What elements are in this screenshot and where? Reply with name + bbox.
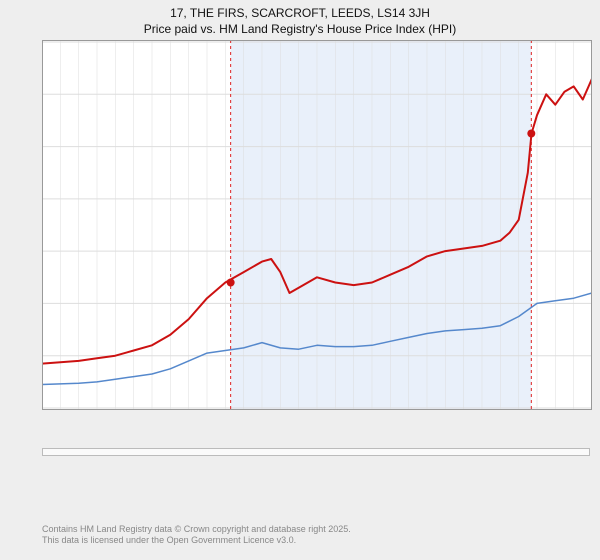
chart-frame: 17, THE FIRS, SCARCROFT, LEEDS, LS14 3JH… (0, 0, 600, 560)
x-axis-labels (42, 414, 592, 446)
footer-attribution: Contains HM Land Registry data © Crown c… (42, 524, 590, 547)
y-axis-labels (0, 42, 42, 412)
footer-line-2: This data is licensed under the Open Gov… (42, 535, 590, 546)
footer-line-1: Contains HM Land Registry data © Crown c… (42, 524, 590, 535)
chart-subtitle: Price paid vs. HM Land Registry's House … (0, 20, 600, 40)
chart-plot-area (42, 40, 592, 410)
chart-title: 17, THE FIRS, SCARCROFT, LEEDS, LS14 3JH (0, 0, 600, 20)
legend-box (42, 448, 590, 456)
chart-svg (42, 40, 592, 410)
